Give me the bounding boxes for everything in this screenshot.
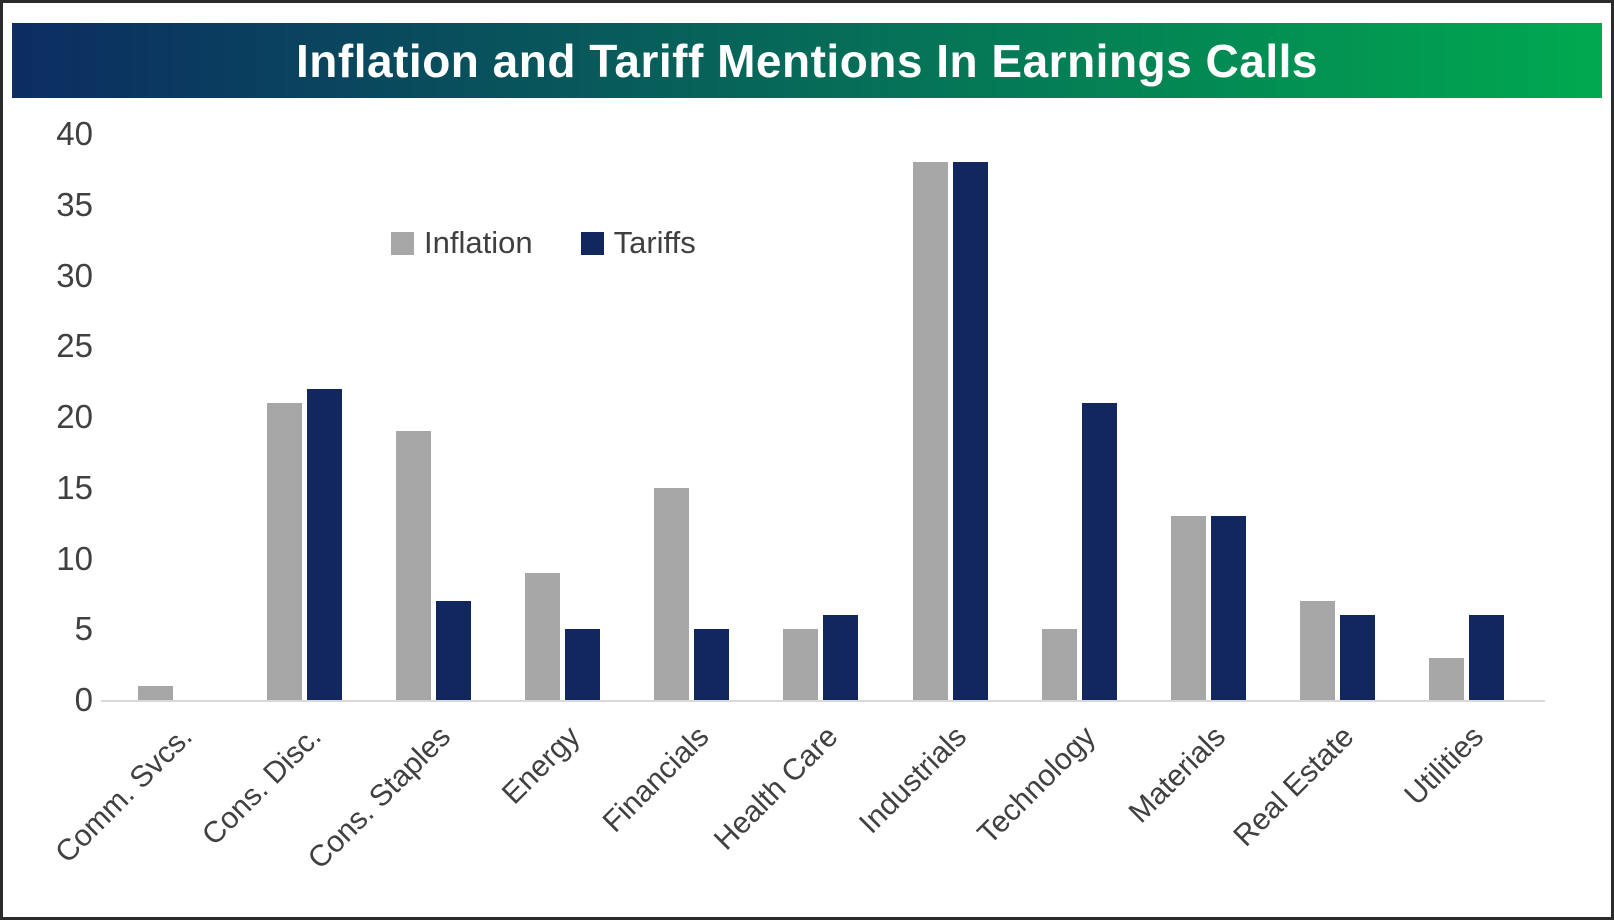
x-axis-category-label: Financials [596, 720, 716, 839]
bar-inflation [783, 629, 819, 700]
bar-tariffs [307, 388, 343, 700]
bar-group [369, 134, 498, 700]
y-axis-tick-label: 0 [74, 681, 93, 718]
bar-tariffs [694, 629, 730, 700]
bar-inflation [1041, 629, 1077, 700]
legend-label-inflation: Inflation [424, 225, 533, 260]
bar-group [1273, 134, 1402, 700]
x-axis-category-label: Cons. Disc. [196, 720, 328, 852]
bar-tariffs [952, 162, 988, 700]
plot-area [101, 134, 1545, 702]
x-axis-category-label: Materials [1122, 720, 1232, 830]
x-axis-category-label: Utilities [1398, 720, 1490, 812]
bar-inflation [654, 487, 690, 700]
bar-group [1144, 134, 1273, 700]
legend-label-tariffs: Tariffs [613, 225, 696, 260]
legend-swatch-tariffs [580, 231, 604, 255]
x-axis-category-label: Energy [495, 720, 587, 811]
y-axis-tick-label: 30 [56, 256, 93, 294]
x-axis-category-label: Comm. Svcs. [49, 720, 199, 870]
bar-tariffs [823, 615, 859, 700]
x-axis-labels: Comm. Svcs. Cons. Disc. Cons. Staples Energ… [49, 706, 1531, 906]
bar-group [886, 134, 1015, 700]
bar-group [111, 134, 240, 700]
bar-group [240, 134, 369, 700]
y-axis-tick-label: 20 [56, 398, 93, 435]
chart-title: Inflation and Tariff Mentions In Earning… [296, 34, 1318, 87]
x-axis-line [101, 700, 1545, 702]
y-axis-tick-label: 25 [56, 327, 93, 365]
x-axis-category-label: Real Estate [1227, 720, 1361, 854]
bar-inflation [525, 572, 561, 700]
legend: Inflation Tariffs [391, 225, 696, 261]
bar-tariffs [436, 600, 472, 700]
bar-group [1015, 134, 1144, 700]
bar-tariffs [565, 629, 601, 700]
x-axis-category-label: Industrials [853, 720, 974, 841]
bar-inflation [912, 162, 948, 700]
bar-group [627, 134, 756, 700]
bar-tariffs [1339, 615, 1375, 700]
bar-group [1402, 134, 1531, 700]
bar-tariffs [1081, 402, 1117, 700]
chart-header-banner: Inflation and Tariff Mentions In Earning… [12, 23, 1602, 98]
y-axis: 0 5 10 15 20 25 30 35 40 [21, 115, 93, 718]
y-axis-tick-label: 35 [56, 185, 93, 223]
x-axis-category-label: Health Care [707, 720, 845, 857]
y-axis-tick-label: 10 [56, 539, 93, 577]
bar-inflation [1428, 657, 1464, 700]
x-axis-category-label: Technology [971, 720, 1103, 851]
legend-item-inflation: Inflation [391, 225, 533, 261]
bar-tariffs [1468, 615, 1504, 700]
y-axis-tick-label: 15 [56, 468, 93, 506]
legend-swatch-inflation [391, 231, 414, 255]
y-axis-tick-label: 5 [74, 610, 93, 648]
bar-group [756, 134, 885, 700]
y-axis-tick-label: 40 [56, 115, 93, 152]
bar-inflation [1170, 516, 1206, 700]
bar-group [498, 134, 627, 700]
bar-inflation [267, 402, 303, 700]
bar-inflation [1299, 600, 1335, 700]
bar-inflation [138, 685, 174, 700]
bar-tariffs [1210, 516, 1246, 700]
bar-inflation [396, 431, 432, 700]
legend-item-tariffs: Tariffs [580, 225, 696, 261]
